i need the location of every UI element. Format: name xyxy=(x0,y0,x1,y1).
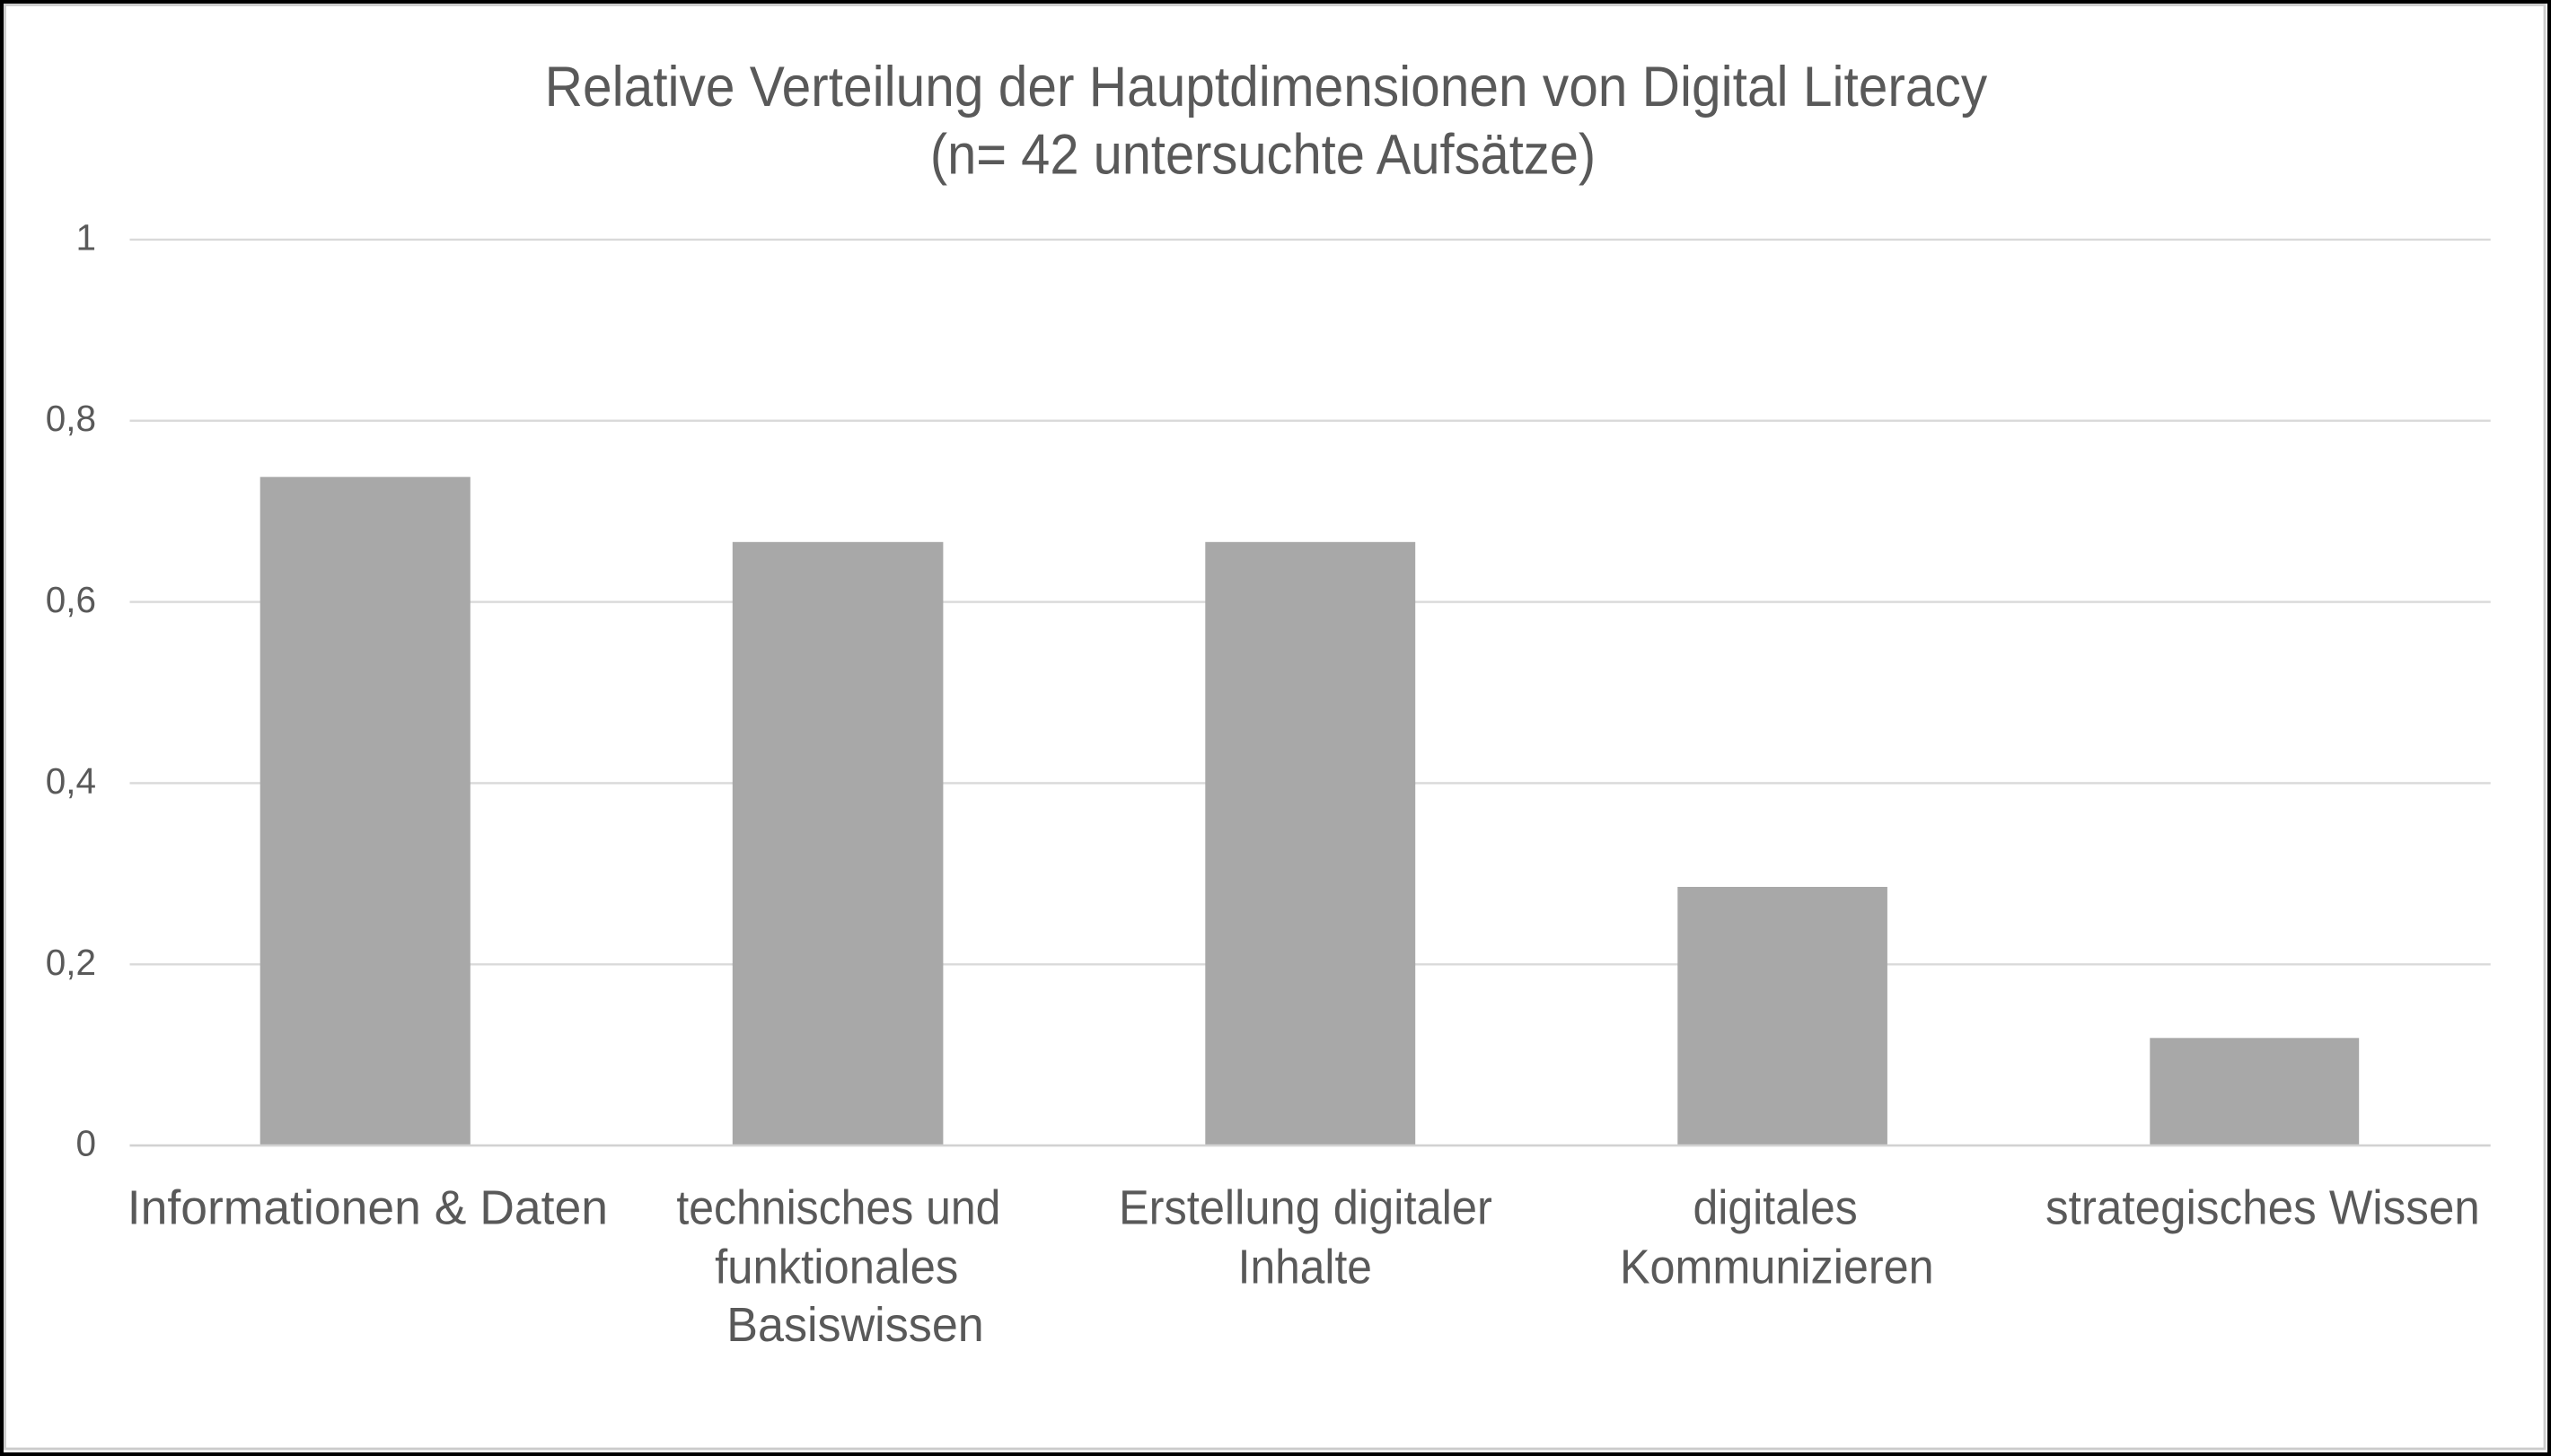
svg-text:(n= 42 untersuchte Aufsätze): (n= 42 untersuchte Aufsätze) xyxy=(930,123,1596,186)
svg-text:Relative Verteilung der Hauptd: Relative Verteilung der Hauptdimensionen… xyxy=(545,56,1988,118)
svg-text:0,4: 0,4 xyxy=(46,760,96,802)
svg-text:0,8: 0,8 xyxy=(46,398,96,439)
svg-text:funktionales: funktionales xyxy=(715,1241,958,1294)
svg-text:Informationen & Daten: Informationen & Daten xyxy=(128,1182,608,1235)
svg-text:strategisches Wissen: strategisches Wissen xyxy=(2045,1182,2480,1235)
svg-text:Inhalte: Inhalte xyxy=(1238,1241,1372,1294)
svg-text:0: 0 xyxy=(75,1123,96,1164)
svg-text:1: 1 xyxy=(75,216,96,258)
svg-text:Erstellung digitaler: Erstellung digitaler xyxy=(1119,1182,1492,1235)
svg-text:Basiswissen: Basiswissen xyxy=(726,1299,984,1352)
svg-text:0,6: 0,6 xyxy=(46,579,96,620)
svg-text:0,2: 0,2 xyxy=(46,942,96,983)
svg-text:technisches und: technisches und xyxy=(676,1182,1000,1235)
svg-text:Kommunizieren: Kommunizieren xyxy=(1620,1241,1934,1294)
svg-text:digitales: digitales xyxy=(1693,1182,1858,1235)
